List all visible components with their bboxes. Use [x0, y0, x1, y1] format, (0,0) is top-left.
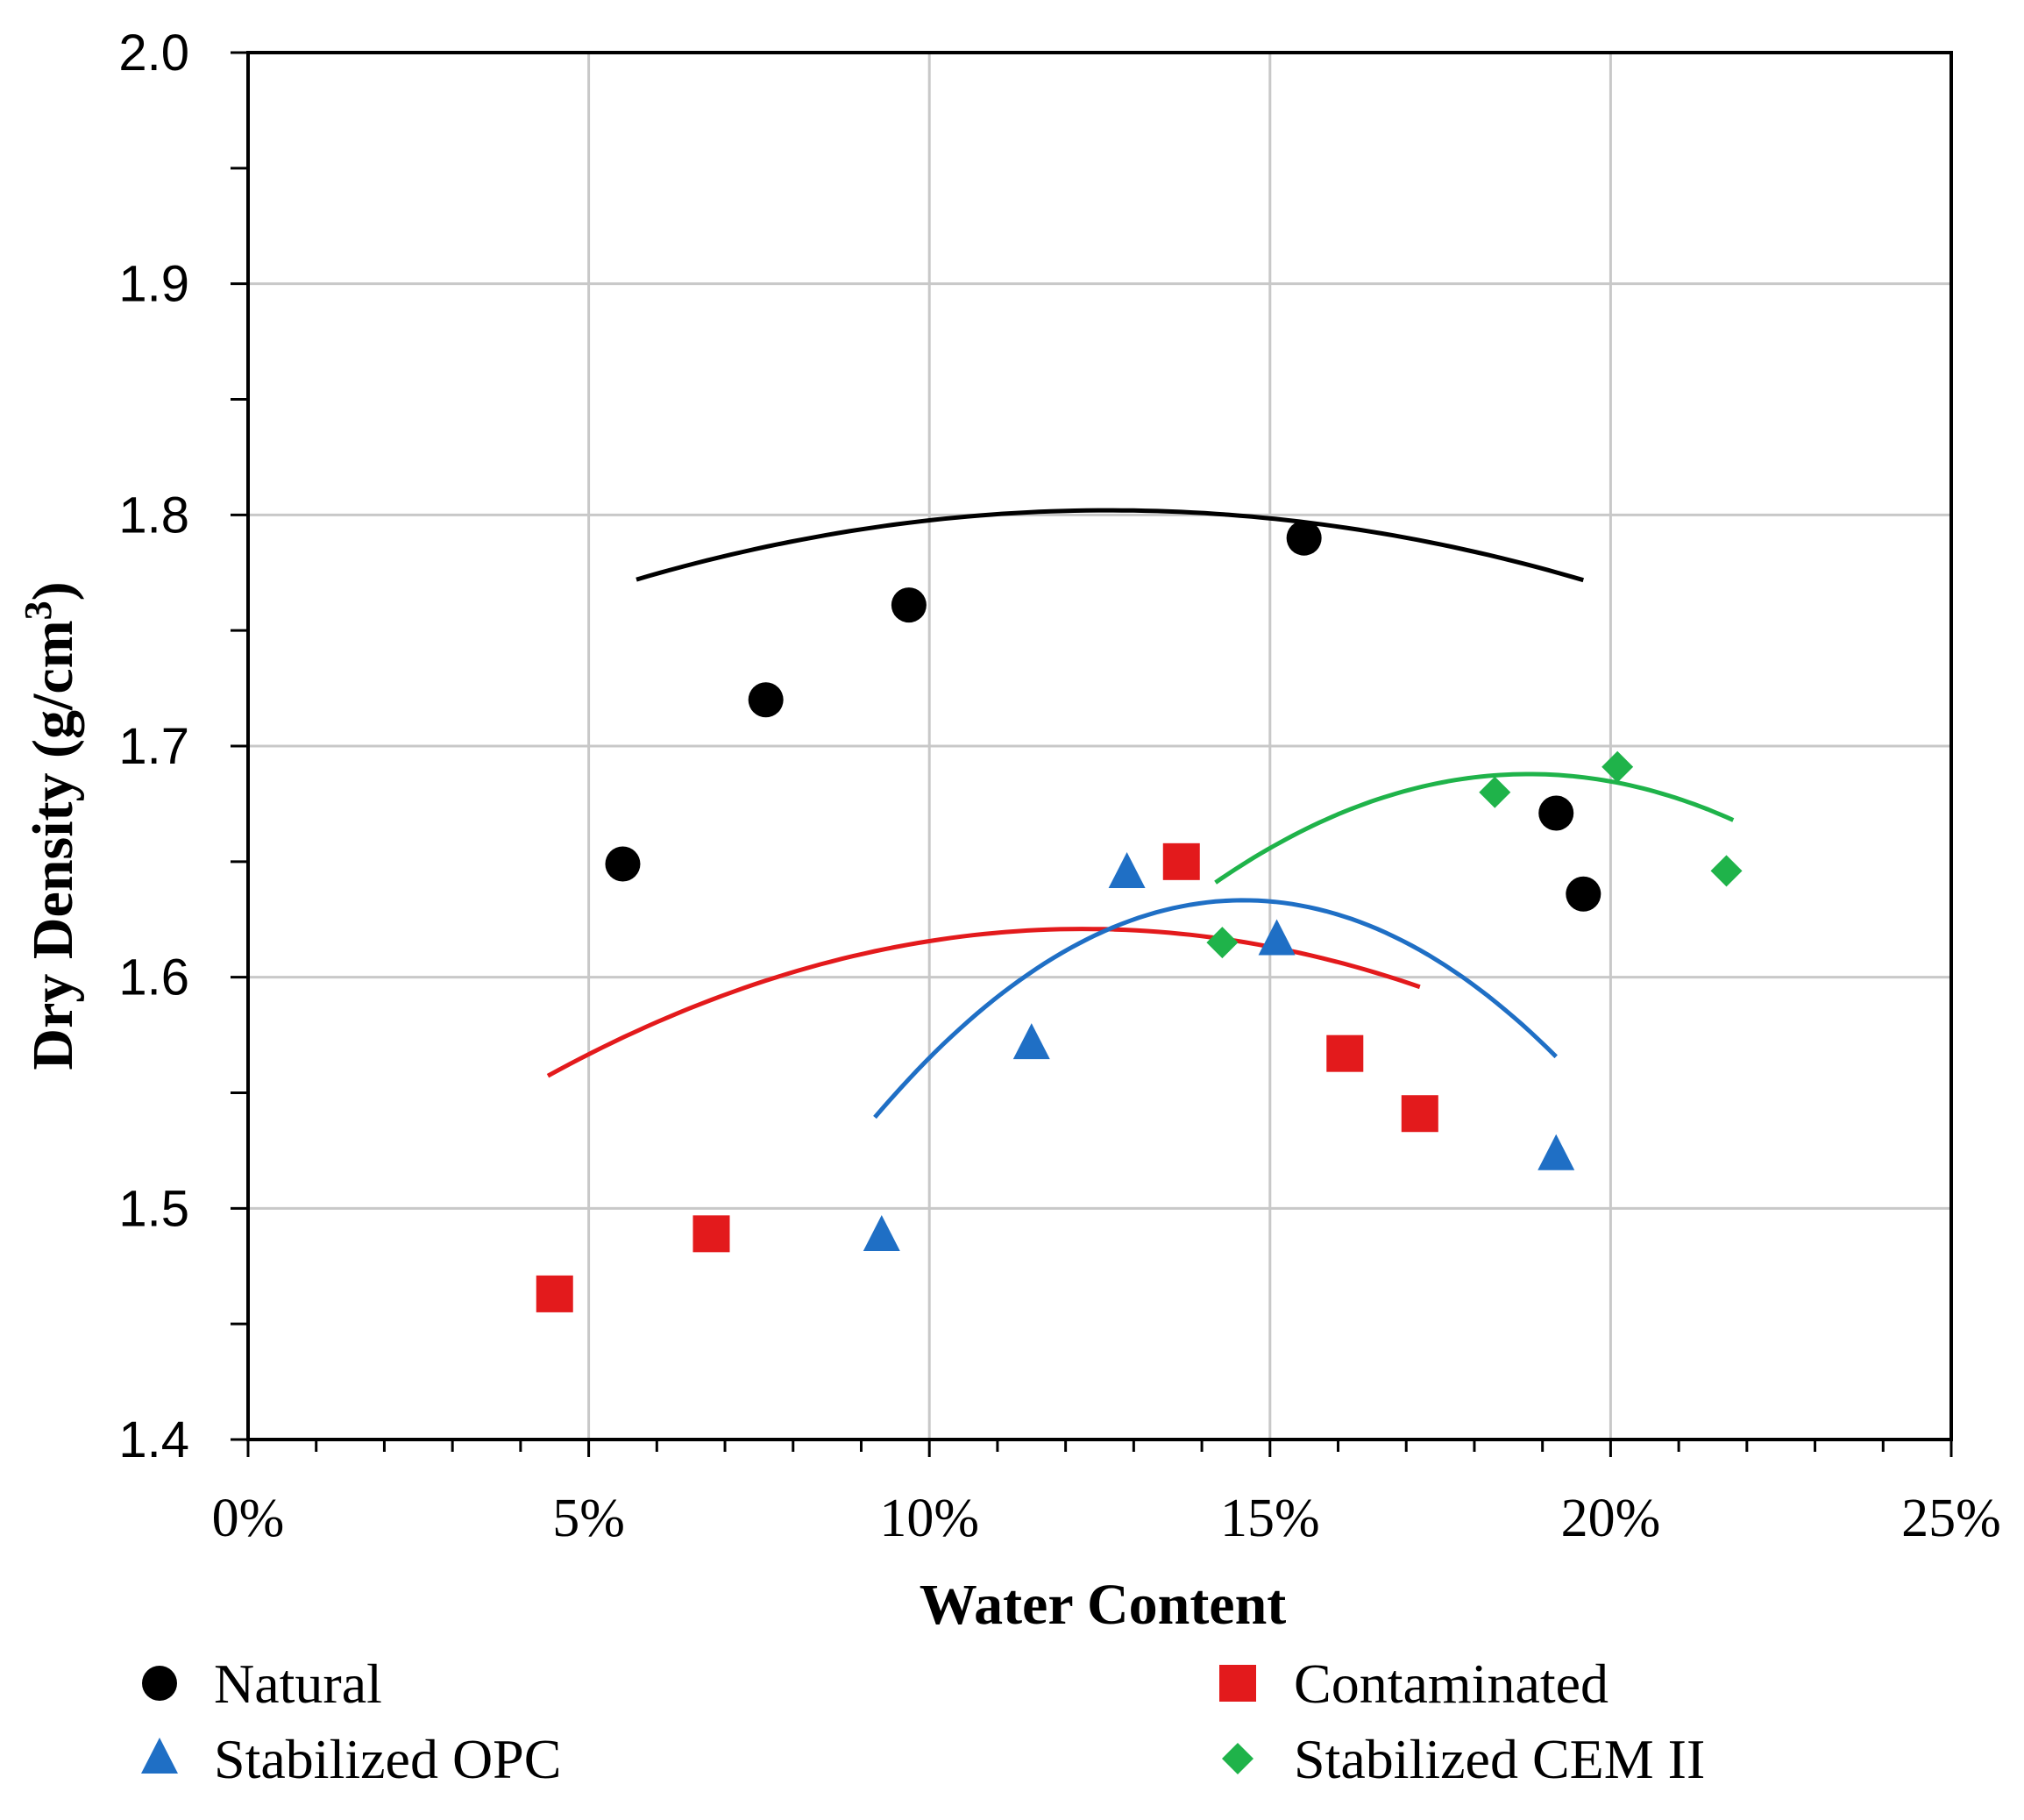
- y-tick-label: 1.8: [118, 487, 189, 544]
- data-point-stabilized-cem-ii: [1710, 855, 1743, 887]
- y-tick-label: 2.0: [118, 25, 189, 82]
- y-tick-label: 1.9: [118, 256, 189, 313]
- legend: Natural Contaminated Stabilized OPC Stabili…: [141, 1653, 1705, 1790]
- x-tick-label: 15%: [1220, 1489, 1320, 1548]
- y-tick-label: 1.7: [118, 718, 189, 775]
- y-tick-label: 1.4: [118, 1411, 189, 1468]
- data-point-stabilized-opc: [1108, 852, 1146, 889]
- data-point-contaminated: [1401, 1095, 1438, 1133]
- y-tick-label: 1.6: [118, 949, 189, 1006]
- data-point-stabilized-opc: [1012, 1023, 1050, 1060]
- data-point-natural: [1566, 876, 1601, 912]
- data-point-contaminated: [692, 1215, 730, 1253]
- data-point-stabilized-cem-ii: [1479, 776, 1511, 808]
- grid: [248, 53, 1951, 1440]
- data-point-contaminated: [1162, 842, 1200, 880]
- data-point-natural: [1538, 795, 1574, 831]
- data-point-stabilized-opc: [1538, 1134, 1575, 1170]
- data-point-natural: [605, 846, 641, 882]
- x-axis-title: Water Content: [920, 1573, 1287, 1637]
- data-point-stabilized-cem-ii: [1601, 750, 1634, 783]
- data-point-contaminated: [1326, 1034, 1364, 1072]
- x-tick-label: 20%: [1561, 1489, 1661, 1548]
- axis-ticks: 0% 5% 10% 15% 20% 25% 1.4 1.5 1.6 1.7 1.8 1.9 2.0: [118, 25, 2000, 1548]
- legend-label-stabilized-opc: Stabilized OPC: [214, 1728, 561, 1790]
- data-point-stabilized-opc: [1258, 919, 1296, 956]
- x-tick-label: 0%: [212, 1489, 285, 1548]
- legend-marker-stabilized-opc: [141, 1738, 178, 1774]
- legend-marker-contaminated: [1219, 1665, 1256, 1702]
- data-point-natural: [891, 587, 927, 623]
- legend-label-natural: Natural: [214, 1653, 382, 1715]
- legend-marker-natural: [142, 1666, 177, 1701]
- x-tick-label: 25%: [1901, 1489, 2001, 1548]
- y-tick-label: 1.5: [118, 1180, 189, 1237]
- y-axis-title: Dry Density (g/cm3): [17, 581, 86, 1070]
- legend-label-contaminated: Contaminated: [1294, 1653, 1609, 1715]
- trend-line-natural: [636, 508, 1584, 583]
- data-points: [536, 520, 1743, 1312]
- x-tick-label: 10%: [879, 1489, 979, 1548]
- trend-line-stabilized-cem-ii: [1214, 771, 1735, 885]
- data-point-natural: [748, 682, 784, 718]
- data-point-stabilized-cem-ii: [1206, 927, 1239, 959]
- x-tick-label: 5%: [552, 1489, 625, 1548]
- legend-label-stabilized-cem-ii: Stabilized CEM II: [1294, 1728, 1705, 1790]
- legend-marker-stabilized-cem-ii: [1222, 1743, 1253, 1774]
- trend-line-stabilized-opc: [873, 898, 1558, 1120]
- data-point-natural: [1286, 520, 1322, 556]
- data-point-stabilized-opc: [863, 1214, 900, 1251]
- data-point-contaminated: [536, 1275, 573, 1312]
